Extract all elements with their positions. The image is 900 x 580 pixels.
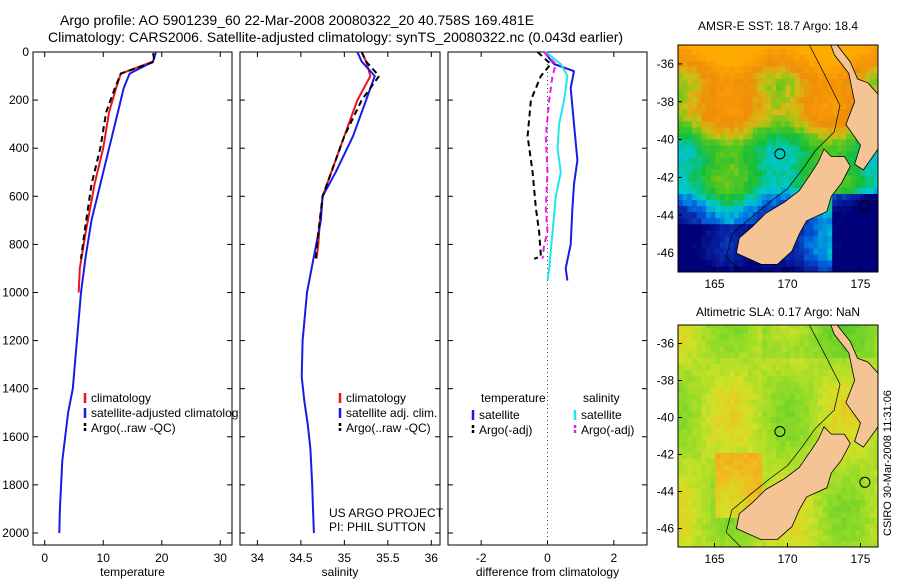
y-tick-label: -38	[657, 374, 675, 388]
x-tick-label: 170	[777, 552, 797, 566]
depth-contour	[725, 45, 841, 272]
argo-float-marker	[774, 148, 786, 160]
series-line-argo-adj-	[526, 51, 552, 260]
x-tick-label: 36	[425, 551, 439, 565]
x-tick-label: 175	[850, 277, 870, 291]
axes-frame	[239, 51, 441, 546]
x-tick-label: 30	[214, 551, 228, 565]
x-axis-label: temperature	[100, 565, 165, 579]
map-field	[678, 45, 878, 272]
x-tick-label: 20	[155, 551, 169, 565]
y-tick-label: -42	[657, 170, 675, 184]
north-island-land	[830, 45, 878, 171]
y-tick-label: -42	[657, 448, 675, 462]
argo-float-marker	[774, 426, 786, 437]
legend-group-heading: salinity	[583, 391, 620, 405]
y-tick-label: -36	[657, 57, 675, 71]
y-tick-label: 600	[9, 189, 29, 203]
x-tick-label: 175	[850, 552, 870, 566]
y-tick-label: 1800	[2, 478, 29, 492]
y-tick-label: 1400	[2, 382, 29, 396]
map-field	[678, 325, 878, 547]
map-title: AMSR-E SST: 18.7 Argo: 18.4	[698, 19, 858, 33]
y-tick-label: 800	[9, 237, 29, 251]
map-frame	[677, 44, 879, 273]
x-tick-label: 170	[777, 277, 797, 291]
credit-pi: PI: PHIL SUTTON	[329, 520, 426, 534]
credit-project: US ARGO PROJECT	[329, 506, 444, 520]
x-axis-label: salinity	[322, 565, 359, 579]
legend-label: satellite-adjusted climatolog	[91, 406, 238, 420]
depth-contour	[725, 325, 841, 547]
y-tick-label: -38	[657, 95, 675, 109]
x-tick-label: 34.5	[289, 551, 313, 565]
y-tick-label: 400	[9, 141, 29, 155]
y-tick-label: -40	[657, 133, 675, 147]
y-tick-label: -44	[657, 485, 675, 499]
legend-label: Argo(..raw -QC)	[91, 421, 176, 435]
axes-frame	[32, 51, 233, 546]
series-line-argo-raw-qc-	[314, 51, 381, 259]
panel-salinity: 34 34.5 35 35.5 36 salinity climatologysatelli…	[239, 51, 441, 579]
timestamp-stamp: CSIRO 30-Mar-2008 11:31:06	[882, 390, 894, 536]
legend-label: climatology	[346, 391, 406, 405]
y-tick-label: 1200	[2, 334, 29, 348]
y-tick-label: 1600	[2, 430, 29, 444]
y-tick-label: -44	[657, 208, 675, 222]
y-tick-label: -46	[657, 522, 675, 536]
x-tick-label: 2	[610, 551, 617, 565]
y-tick-label: 200	[9, 93, 29, 107]
south-island-land	[735, 426, 851, 540]
plot-title-line-2: Climatology: CARS2006. Satellite-adjuste…	[48, 29, 624, 45]
legend-group-heading: temperature	[481, 391, 546, 405]
plot-title-line-1: Argo profile: AO 5901239_60 22-Mar-2008 …	[60, 12, 535, 28]
series-line-satellite	[543, 51, 579, 281]
axes-frame	[447, 51, 648, 546]
panel-map-sst: AMSR-E SST: 18.7 Argo: 18.4 165 170 175 -36 -…	[657, 19, 879, 291]
x-tick-label: 10	[97, 551, 111, 565]
x-tick-label: 0	[41, 551, 48, 565]
legend-label: satellite	[479, 408, 520, 422]
x-tick-label: 35	[338, 551, 352, 565]
legend-label: Argo(..raw -QC)	[346, 421, 431, 435]
x-tick-label: 34	[251, 551, 265, 565]
y-tick-label: 2000	[2, 526, 29, 540]
panel-temperature: 0 200 400 600 800 1000 1200 1400 1600 1800 2000 0 10…	[2, 45, 238, 579]
series-line-satellite-adj-clim-	[300, 51, 376, 534]
legend-label: satellite adj. clim.	[346, 406, 437, 420]
panel-map-sla: Altimetric SLA: 0.17 Argo: NaN 165 170 175 -…	[657, 305, 879, 566]
series-line-satellite	[545, 51, 569, 281]
x-axis-label: difference from climatology	[476, 565, 619, 579]
map-panels: AMSR-E SST: 18.7 Argo: 18.4 165 170 175 -36 -…	[657, 19, 879, 566]
x-tick-label: 165	[704, 277, 724, 291]
x-tick-label: 0	[544, 551, 551, 565]
y-tick-label: 1000	[2, 285, 29, 299]
legend-label: satellite	[581, 408, 622, 422]
north-island-land	[830, 325, 878, 448]
x-tick-label: 35.5	[376, 551, 400, 565]
secondary-float-marker	[859, 200, 871, 212]
series-line-satellite-adjusted-climatolog	[58, 51, 157, 534]
series-line-argo-adj-	[541, 51, 557, 259]
secondary-float-marker	[859, 476, 871, 488]
south-island-land	[735, 148, 851, 265]
x-tick-label: -2	[476, 551, 487, 565]
y-tick-label: 0	[22, 45, 29, 59]
x-tick-label: 165	[704, 552, 724, 566]
map-frame	[677, 324, 879, 548]
series-line-climatology	[77, 51, 157, 293]
series-line-argo-raw-qc-	[80, 53, 156, 259]
y-tick-label: -36	[657, 337, 675, 351]
y-tick-label: -40	[657, 411, 675, 425]
legend-label: Argo(-adj)	[581, 423, 634, 437]
legend-label: Argo(-adj)	[479, 423, 532, 437]
legend-label: climatology	[91, 391, 151, 405]
map-title: Altimetric SLA: 0.17 Argo: NaN	[696, 305, 860, 319]
y-tick-label: -46	[657, 246, 675, 260]
